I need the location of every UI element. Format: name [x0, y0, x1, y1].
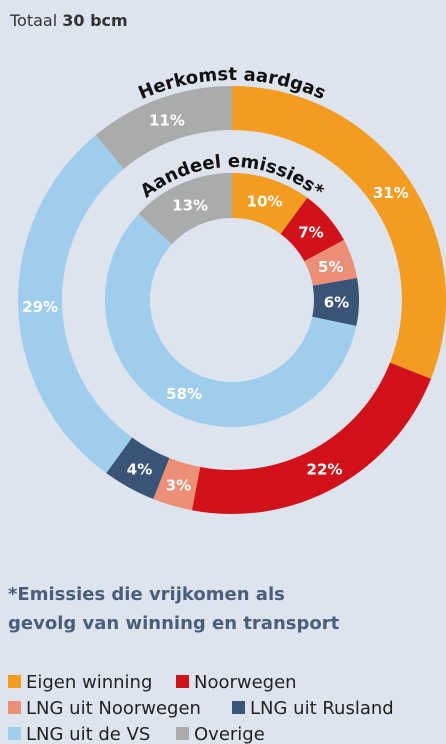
- legend-swatch: [8, 727, 21, 740]
- legend-swatch: [8, 701, 21, 714]
- donut-segment: [191, 362, 431, 514]
- total: Totaal 30 bcm: [9, 11, 128, 30]
- legend-label: LNG uit de VS: [26, 724, 150, 744]
- legend-swatch: [8, 675, 21, 688]
- total-label: Totaal: [9, 11, 57, 30]
- donut-segment: [95, 86, 232, 170]
- donut-segment: [105, 213, 357, 427]
- donut-segment: [138, 173, 232, 245]
- data-label: 4%: [127, 460, 152, 478]
- total-value: 30 bcm: [62, 11, 127, 30]
- data-label: 58%: [166, 385, 202, 403]
- legend-swatch: [176, 675, 189, 688]
- data-label: 6%: [324, 294, 349, 312]
- footnote: *Emissies die vrijkomen als: [8, 584, 285, 605]
- donut-segment: [153, 458, 201, 511]
- donut-segment: [106, 437, 170, 499]
- data-label: 3%: [166, 476, 191, 494]
- footnote: gevolg van winning en transport: [8, 613, 340, 634]
- donut-segment: [17, 135, 133, 474]
- data-label: 11%: [149, 111, 185, 129]
- donut-segment: [312, 277, 359, 327]
- legend-label: Noorwegen: [194, 672, 297, 693]
- data-label: 29%: [22, 298, 58, 316]
- legend-label: LNG uit Noorwegen: [26, 698, 201, 719]
- data-label: 7%: [298, 224, 323, 242]
- data-label: 31%: [373, 184, 409, 202]
- donut-segment: [232, 173, 308, 234]
- donut-segment: [280, 197, 344, 262]
- data-label: 10%: [247, 193, 283, 211]
- legend-swatch: [232, 701, 245, 714]
- data-label: 5%: [318, 258, 343, 276]
- legend-label: Eigen winning: [26, 672, 152, 693]
- legend-label: LNG uit Rusland: [250, 698, 394, 719]
- legend-label: Overige: [194, 724, 265, 744]
- data-label: 22%: [307, 460, 343, 478]
- donut-segment: [232, 86, 446, 379]
- data-label: 13%: [172, 196, 208, 214]
- donut-segment: [304, 240, 358, 286]
- legend-swatch: [176, 727, 189, 740]
